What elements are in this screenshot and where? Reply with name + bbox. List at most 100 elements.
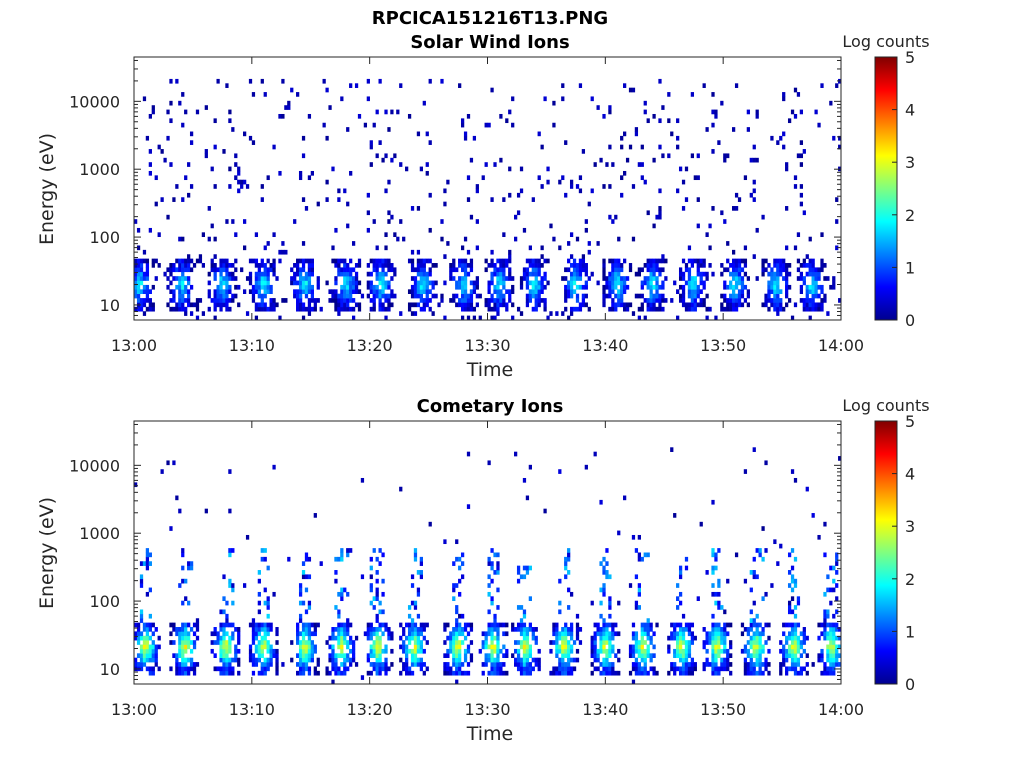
spectrogram-cell <box>222 263 226 268</box>
spectrogram-cell <box>611 162 615 167</box>
spectrogram-cell <box>540 245 544 251</box>
spectrogram-cell <box>310 271 314 277</box>
spectrogram-cell <box>493 284 497 290</box>
spectrogram-cell <box>172 197 176 202</box>
spectrogram-cell <box>749 670 753 676</box>
spectrogram-cell <box>272 144 276 150</box>
spectrogram-cell <box>832 640 836 645</box>
spectrogram-cell <box>681 648 686 654</box>
spectrogram-cell <box>490 258 494 264</box>
spectrogram-cell <box>187 670 191 676</box>
spectrogram-cell <box>422 280 426 286</box>
spectrogram-cell <box>611 635 615 641</box>
spectrogram-cell <box>623 306 627 312</box>
spectrogram-cell <box>375 109 379 115</box>
spectrogram-cell <box>690 306 695 312</box>
spectrogram-cell <box>519 276 524 281</box>
spectrogram-cell <box>281 78 285 84</box>
spectrogram-cell <box>422 670 426 676</box>
spectrogram-cell <box>802 631 806 637</box>
spectrogram-cell <box>337 258 341 264</box>
spectrogram-cell <box>761 263 765 268</box>
spectrogram-cell <box>154 644 158 650</box>
spectrogram-cell <box>534 258 538 264</box>
spectrogram-cell <box>428 521 432 527</box>
spectrogram-cell <box>213 306 217 312</box>
spectrogram-cell <box>393 293 397 299</box>
spectrogram-cell <box>234 153 238 159</box>
spectrogram-cell <box>611 666 615 672</box>
spectrogram-cell <box>584 302 588 308</box>
spectrogram-cell <box>734 306 739 312</box>
spectrogram-cell <box>838 644 842 650</box>
spectrogram-cell <box>343 306 347 312</box>
spectrogram-cell <box>516 627 521 632</box>
y-tick-label: 10 <box>100 660 120 679</box>
spectrogram-cell <box>681 653 686 658</box>
spectrogram-cell <box>569 179 574 185</box>
spectrogram-cell <box>723 609 727 615</box>
spectrogram-cell <box>310 622 314 628</box>
spectrogram-cell <box>145 267 150 273</box>
spectrogram-cell <box>811 306 815 312</box>
spectrogram-cell <box>667 118 671 124</box>
spectrogram-cell <box>832 613 836 619</box>
spectrogram-cell <box>732 284 736 290</box>
spectrogram-cell <box>496 605 500 610</box>
spectrogram-cell <box>490 627 494 632</box>
spectrogram-cell <box>823 662 827 667</box>
spectrogram-cell <box>410 631 415 637</box>
spectrogram-cell <box>416 648 421 654</box>
spectrogram-cell <box>187 565 191 571</box>
spectrogram-cell <box>687 653 692 658</box>
spectrogram-cell <box>310 298 314 303</box>
spectrogram-cell <box>720 627 724 632</box>
spectrogram-cell <box>508 289 512 294</box>
spectrogram-cell <box>222 640 226 645</box>
spectrogram-cell <box>460 289 465 294</box>
spectrogram-cell <box>331 644 335 650</box>
spectrogram-cell <box>832 631 836 637</box>
spectrogram-cell <box>581 258 586 264</box>
spectrogram-cell <box>726 267 730 273</box>
spectrogram-cell <box>263 263 267 268</box>
spectrogram-cell <box>458 263 462 268</box>
spectrogram-cell <box>225 600 229 606</box>
spectrogram-cell <box>637 591 641 597</box>
spectrogram-cell <box>787 284 792 290</box>
spectrogram-cell <box>732 263 736 268</box>
spectrogram-cell <box>463 135 468 141</box>
spectrogram-cell <box>213 627 217 632</box>
spectrogram-cell <box>378 635 382 641</box>
spectrogram-cell <box>561 627 565 632</box>
spectrogram-cell <box>608 144 612 150</box>
spectrogram-cell <box>337 622 341 628</box>
spectrogram-cell <box>369 298 373 303</box>
spectrogram-cell <box>487 280 491 286</box>
spectrogram-cell <box>378 302 382 308</box>
spectrogram-cell <box>740 276 745 281</box>
spectrogram-cell <box>658 271 662 277</box>
spectrogram-cell <box>493 315 497 321</box>
spectrogram-cell <box>678 570 683 575</box>
spectrogram-cell <box>496 640 500 645</box>
spectrogram-cell <box>337 197 341 202</box>
spectrogram-cell <box>269 263 273 268</box>
spectrogram-cell <box>484 644 488 650</box>
spectrogram-cell <box>502 662 506 667</box>
spectrogram-cell <box>354 271 359 277</box>
spectrogram-cell <box>466 670 471 676</box>
spectrogram-cell <box>134 263 138 268</box>
spectrogram-cell <box>779 267 783 273</box>
spectrogram-cell <box>237 302 241 308</box>
spectrogram-cell <box>331 298 335 303</box>
spectrogram-cell <box>643 263 647 268</box>
spectrogram-cell <box>502 271 506 277</box>
spectrogram-cell <box>254 306 259 312</box>
spectrogram-cell <box>705 631 709 637</box>
spectrogram-cell <box>805 263 809 268</box>
spectrogram-cell <box>516 653 521 658</box>
spectrogram-cell <box>425 666 429 672</box>
spectrogram-cell <box>136 258 141 264</box>
spectrogram-cell <box>623 284 627 290</box>
